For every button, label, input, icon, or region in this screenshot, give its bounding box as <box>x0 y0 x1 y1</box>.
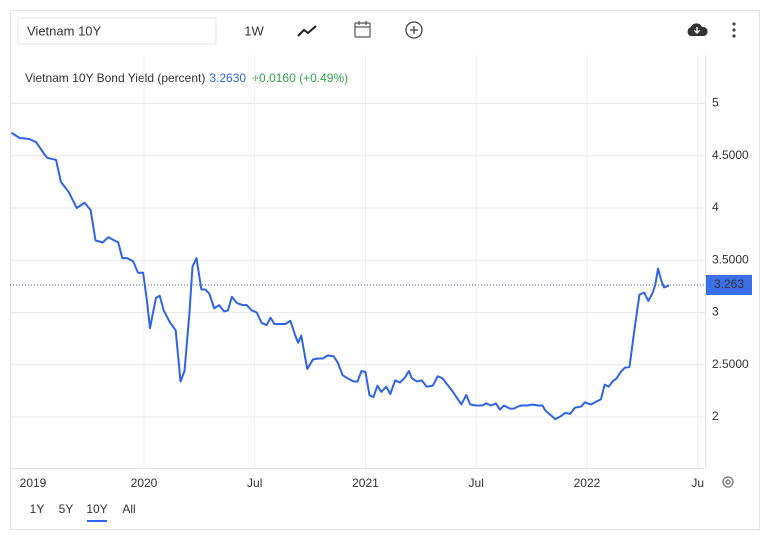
change: +0.0160 (+0.49%) <box>252 71 348 85</box>
x-tick-label: 2022 <box>574 476 601 490</box>
range-button[interactable]: 10Y <box>86 502 107 516</box>
interval-button[interactable]: 1W <box>244 23 264 38</box>
y-tick-label: 5 <box>712 96 719 110</box>
range-button[interactable]: All <box>122 502 135 516</box>
x-tick-label: Jul <box>247 476 262 490</box>
series-line <box>11 131 670 421</box>
y-tick-label: 4.5000 <box>712 148 749 162</box>
add-icon[interactable] <box>405 21 423 39</box>
x-tick-label: Ju <box>691 476 704 490</box>
range-button[interactable]: 1Y <box>30 502 45 516</box>
search-text: Vietnam 10Y <box>27 23 102 38</box>
range-selector: 1Y 5Y 10Y All <box>30 502 136 522</box>
current-value-label: 3.263 <box>714 277 744 291</box>
series-header: Vietnam 10Y Bond Yield (percent) 3.2630 +0… <box>25 71 348 85</box>
y-tick-label: 2.5000 <box>712 357 749 371</box>
y-tick-label: 3 <box>712 305 719 319</box>
x-tick-label: 2021 <box>352 476 379 490</box>
settings-icon[interactable] <box>722 476 734 488</box>
x-tick-label: Jul <box>469 476 484 490</box>
chart-type-icon[interactable] <box>297 25 317 37</box>
y-tick-label: 4 <box>712 200 719 214</box>
range-button[interactable]: 5Y <box>59 502 74 516</box>
menu-icon[interactable] <box>732 22 736 38</box>
x-tick-label: 2020 <box>131 476 158 490</box>
x-tick-label: 2019 <box>20 476 47 490</box>
grid <box>10 55 705 468</box>
panel <box>10 10 760 530</box>
y-tick-label: 3.5000 <box>712 252 749 266</box>
current-value-box <box>706 275 752 296</box>
calendar-icon[interactable] <box>354 21 371 38</box>
last-value: 3.2630 <box>209 71 246 85</box>
download-icon[interactable] <box>687 23 708 36</box>
search-box[interactable] <box>17 17 217 45</box>
y-tick-label: 2 <box>712 409 719 423</box>
series-name: Vietnam 10Y Bond Yield (percent) <box>25 71 205 85</box>
